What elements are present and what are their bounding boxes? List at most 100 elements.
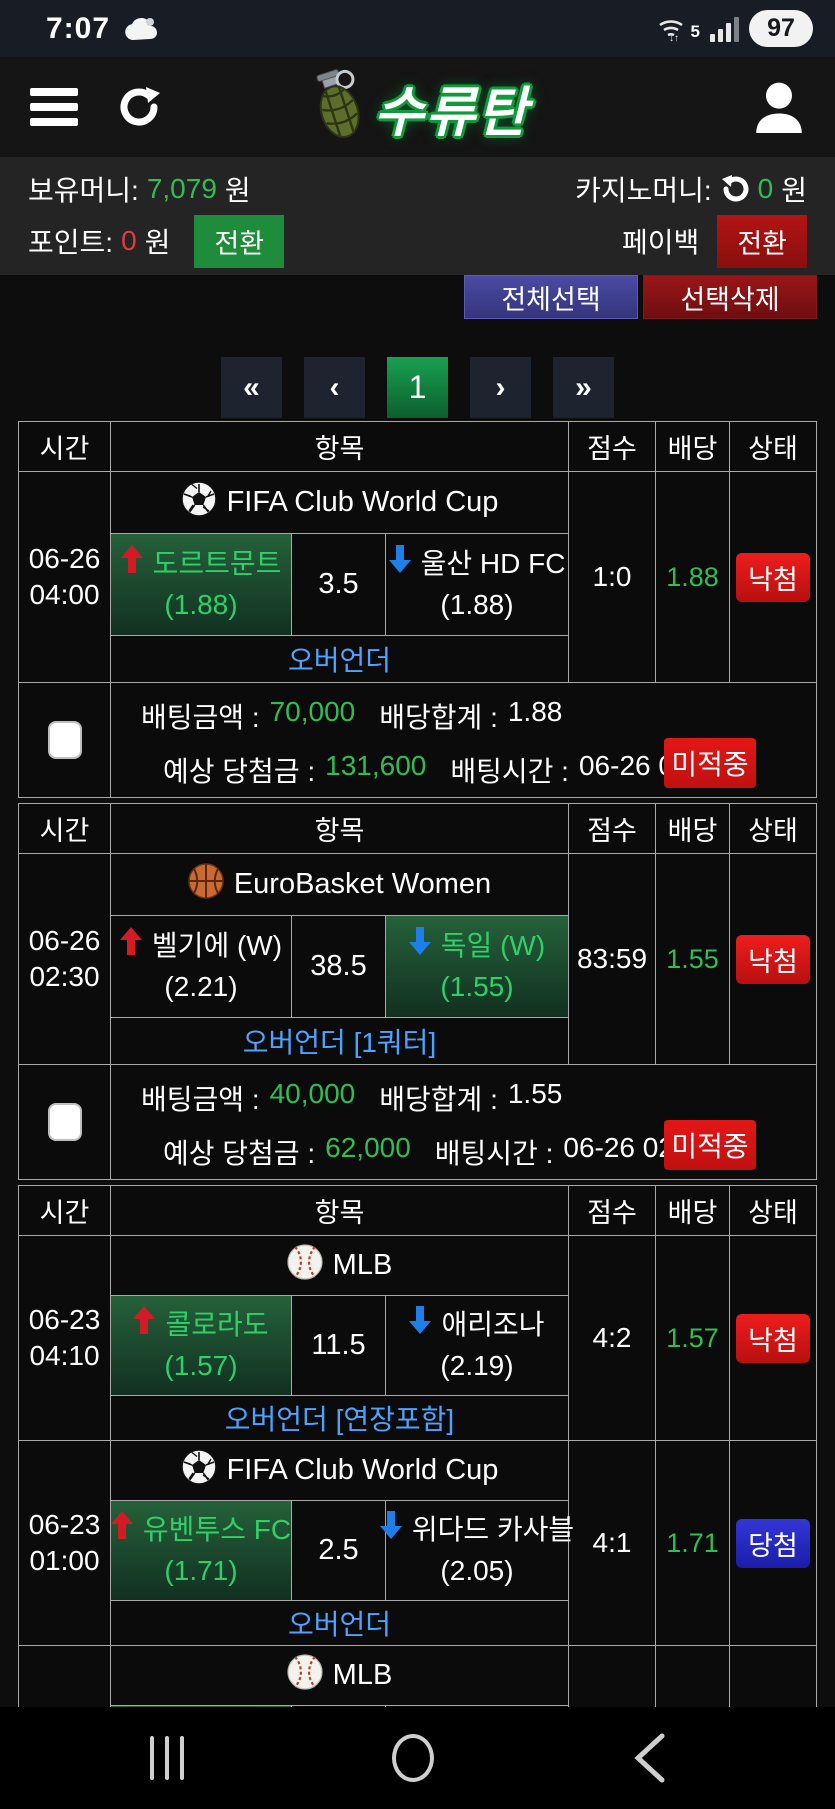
- total-odds-value: 1.88: [507, 696, 563, 727]
- col-odds: 배당: [656, 422, 730, 472]
- select-all-button[interactable]: 전체선택: [464, 275, 638, 319]
- total-odds-value: 1.55: [507, 1078, 563, 1109]
- app-logo[interactable]: 수류탄: [306, 67, 529, 148]
- col-item: 항목: [111, 422, 569, 472]
- casino-balance-unit: 원: [781, 175, 807, 206]
- away-pick-cell: 애리조나 (2.19): [386, 1296, 569, 1396]
- status-cell: 낙첨: [730, 1236, 816, 1440]
- league-cell: EuroBasket Women: [111, 854, 569, 916]
- handicap-line: 2.5: [292, 1501, 386, 1601]
- first-page-button[interactable]: «: [221, 357, 282, 418]
- up-arrow-icon: [120, 544, 143, 585]
- android-nav-bar: [0, 1707, 835, 1809]
- menu-icon[interactable]: [30, 81, 78, 133]
- bet-select-checkbox[interactable]: [47, 1103, 82, 1141]
- down-arrow-icon: [388, 544, 411, 585]
- league-cell: FIFA Club World Cup: [111, 1441, 569, 1501]
- odds-cell: 1.57: [656, 1236, 730, 1440]
- col-status: 상태: [730, 1186, 816, 1236]
- user-icon[interactable]: [753, 81, 805, 133]
- bet-table: 시간 항목 점수 배당 상태 06-26 04:00 FIFA Club Worl…: [18, 421, 817, 798]
- odds-cell: 1.55: [656, 854, 730, 1064]
- expected-win-value: 131,600: [325, 750, 427, 781]
- prev-page-button[interactable]: ‹: [304, 357, 365, 418]
- league-cell: FIFA Club World Cup: [111, 472, 569, 534]
- odds-cell: 1.88: [656, 472, 730, 682]
- grenade-icon: [306, 67, 368, 148]
- home-odds: (1.71): [164, 1554, 238, 1586]
- expected-win-label: 예상 당첨금 :: [163, 1138, 316, 1169]
- home-pick-cell: 도르트문트 (1.88): [111, 534, 292, 636]
- point-convert-button[interactable]: 전환: [194, 214, 285, 268]
- bet-amount-label: 배팅금액 :: [141, 702, 260, 733]
- recent-apps-icon[interactable]: [150, 1736, 184, 1780]
- bet-summary-row: 배팅금액 : 40,000 배당합계 : 1.55 예상 당첨금 : 62,00…: [19, 1064, 816, 1179]
- bet-table: 시간 항목 점수 배당 상태 06-26 02:30 EuroBasket Wom…: [18, 803, 817, 1180]
- battery-indicator: 97: [749, 10, 813, 47]
- score-cell: 83:59: [569, 854, 656, 1064]
- col-status: 상태: [730, 422, 816, 472]
- payback-label: 페이백: [622, 227, 700, 258]
- status-cell: 낙첨: [730, 854, 816, 1064]
- bet-time-label: 배팅시간 :: [450, 756, 569, 787]
- market-link[interactable]: 오버언더: [111, 636, 569, 682]
- bet-amount-label: 배팅금액 :: [141, 1084, 260, 1115]
- status-badge: 낙첨: [736, 552, 810, 602]
- down-arrow-icon: [408, 926, 431, 967]
- home-odds: (1.57): [164, 1349, 238, 1381]
- baseball-icon: [287, 1243, 323, 1288]
- col-score: 점수: [569, 804, 656, 854]
- app-header: 수류탄: [0, 57, 835, 157]
- market-link[interactable]: 오버언더 [1쿼터]: [111, 1018, 569, 1064]
- bet-leg: 06-23 04:10 MLB 콜로라도 (1.57) 11.5 애리조나 (2.…: [19, 1236, 816, 1440]
- down-arrow-icon: [409, 1305, 432, 1346]
- away-pick-cell: 독일 (W) (1.55): [386, 916, 569, 1018]
- bet-amount-value: 70,000: [269, 696, 356, 727]
- table-header-row: 시간 항목 점수 배당 상태: [19, 804, 816, 854]
- status-badge: 당첨: [736, 1518, 810, 1568]
- up-arrow-icon: [119, 926, 142, 967]
- baseball-icon: [287, 1653, 323, 1698]
- odds-cell: 1.71: [656, 1441, 730, 1645]
- point-unit: 원: [144, 227, 171, 258]
- col-item: 항목: [111, 1186, 569, 1236]
- bet-table: 시간 항목 점수 배당 상태 06-23 04:10 MLB 콜로라도 (1.57…: [18, 1185, 817, 1807]
- payback-convert-button[interactable]: 전환: [717, 214, 807, 268]
- league-name: MLB: [332, 1249, 393, 1281]
- market-link[interactable]: 오버언더 [연장포함]: [111, 1396, 569, 1440]
- market-link[interactable]: 오버언더: [111, 1601, 569, 1645]
- home-pick-cell: 벨기에 (W) (2.21): [111, 916, 292, 1018]
- away-pick-cell: 울산 HD FC (1.88): [386, 534, 569, 636]
- league-name: EuroBasket Women: [233, 868, 492, 900]
- point-value: 0: [121, 225, 137, 256]
- current-page-button[interactable]: 1: [387, 357, 448, 418]
- status-badge: 낙첨: [736, 1313, 810, 1363]
- clock: 7:07: [46, 11, 111, 45]
- wifi-generation-label: 5: [690, 21, 700, 41]
- last-page-button[interactable]: »: [553, 357, 614, 418]
- balance-value: 7,079: [146, 173, 217, 204]
- up-arrow-icon: [133, 1305, 156, 1346]
- away-odds: (2.05): [440, 1554, 514, 1586]
- up-arrow-icon: [110, 1510, 133, 1551]
- match-time: 06-26 02:30: [19, 854, 111, 1064]
- balance-label: 보유머니:: [28, 175, 139, 206]
- point-label: 포인트:: [28, 227, 114, 258]
- league-name: MLB: [332, 1659, 393, 1691]
- status-cell: 당첨: [730, 1441, 816, 1645]
- basketball-icon: [188, 862, 224, 907]
- back-icon[interactable]: [632, 1732, 666, 1784]
- bet-leg: 06-26 02:30 EuroBasket Women 벨기에 (W) (2.2…: [19, 854, 816, 1064]
- bet-select-checkbox[interactable]: [47, 721, 82, 759]
- col-odds: 배당: [656, 804, 730, 854]
- next-page-button[interactable]: ›: [470, 357, 531, 418]
- bet-leg: 06-26 04:00 FIFA Club World Cup 도르트문트 (1.…: [19, 472, 816, 682]
- home-odds: (2.21): [164, 970, 238, 1002]
- refresh-icon[interactable]: [116, 84, 162, 130]
- weather-icon: [124, 16, 158, 42]
- delete-selected-button[interactable]: 선택삭제: [643, 275, 817, 319]
- col-time: 시간: [19, 422, 111, 472]
- home-icon[interactable]: [392, 1734, 434, 1782]
- casino-refresh-icon[interactable]: [720, 174, 750, 204]
